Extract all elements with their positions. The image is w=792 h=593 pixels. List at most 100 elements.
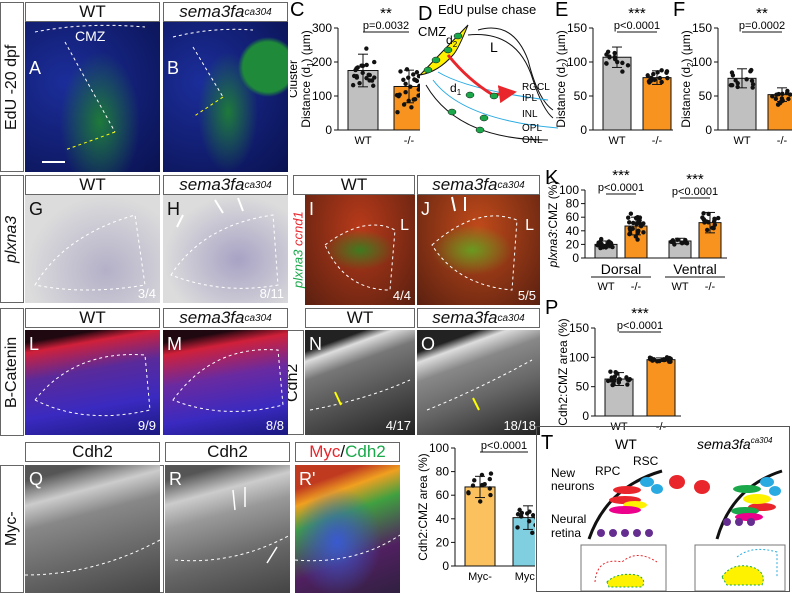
- image-h: H 8/11: [163, 195, 288, 303]
- panel-letter: T: [541, 432, 553, 454]
- data-point: [367, 78, 372, 83]
- allele: ca304: [497, 179, 525, 191]
- data-point: [364, 46, 369, 51]
- allele: ca304: [244, 312, 272, 324]
- data-point: [615, 59, 620, 65]
- chart-f: F 0 50 100 150 WT -/- p=0.0002** Distance (d2) (…: [673, 0, 792, 147]
- y-tick-label: 100: [429, 441, 449, 455]
- chart-e: E 0 50 100 150 WT -/- p<0.0001*** Distance (d2) …: [555, 0, 673, 147]
- data-point: [628, 211, 634, 216]
- layer-labels: RGCL IPL INL OPL ONL: [522, 82, 550, 146]
- data-point: [664, 70, 669, 75]
- data-point: [350, 82, 356, 88]
- data-point: [649, 75, 654, 81]
- data-point: [774, 92, 779, 97]
- data-point: [478, 499, 483, 504]
- y-tick-label: 60: [566, 210, 580, 224]
- dashed-outline: [170, 197, 279, 289]
- panel-letter: N: [309, 334, 322, 354]
- data-point: [409, 105, 414, 110]
- x-tick-label: WT: [733, 135, 750, 147]
- data-point: [366, 72, 371, 78]
- header-cdh2-r: Cdh2: [165, 442, 290, 462]
- data-point: [372, 59, 377, 65]
- data-point: [612, 50, 617, 56]
- layer-opl: OPL: [522, 123, 542, 134]
- data-point: [780, 91, 785, 97]
- panel-letter: K: [545, 168, 559, 189]
- panel-letter: D: [418, 3, 432, 25]
- y-tick-label: 0: [442, 559, 449, 573]
- data-point: [417, 83, 420, 89]
- y-tick-label: 100: [567, 55, 587, 69]
- data-point: [598, 239, 603, 244]
- data-point: [636, 228, 641, 234]
- group-label: Ventral: [673, 261, 717, 277]
- allele: ca304: [244, 6, 272, 18]
- dashed-outline: [25, 539, 160, 576]
- data-point: [482, 482, 487, 487]
- dashed-outline: [34, 354, 151, 417]
- data-point: [735, 84, 740, 90]
- header-cdh2-q: Cdh2: [25, 442, 160, 462]
- data-point: [406, 75, 411, 80]
- data-point: [472, 478, 477, 483]
- data-point: [610, 382, 615, 388]
- data-point: [784, 90, 790, 96]
- data-point: [669, 239, 674, 245]
- data-point: [750, 82, 756, 87]
- x-tick-label: WT: [671, 281, 688, 293]
- data-point: [412, 77, 417, 82]
- y-tick-label: 50: [576, 380, 590, 394]
- data-point: [412, 96, 418, 102]
- data-point: [395, 109, 400, 115]
- data-point: [517, 507, 522, 513]
- data-point: [519, 514, 524, 519]
- data-point: [533, 522, 535, 528]
- count: 18/18: [503, 418, 536, 433]
- p-value: p<0.0001: [614, 20, 660, 32]
- data-point: [488, 492, 493, 498]
- data-point: [633, 215, 639, 221]
- diagram-d: D EdU pulse chase L CMZ d2 d1 RGCL IPL I…: [418, 2, 558, 146]
- data-point: [403, 90, 408, 95]
- diagram-title: EdU pulse chase: [438, 2, 536, 17]
- data-point: [730, 73, 736, 78]
- data-point: [786, 96, 791, 102]
- y-tick-label: 80: [436, 465, 450, 479]
- wt-label: WT: [615, 436, 637, 452]
- data-point: [515, 512, 521, 517]
- header-mut-j: sema3fa ca304: [417, 175, 540, 195]
- data-point: [704, 227, 710, 233]
- rpc-label: RPC: [595, 464, 621, 478]
- image-r-prime: R': [295, 465, 400, 593]
- panel-letter: O: [421, 334, 436, 354]
- data-point: [625, 382, 630, 387]
- panel-letter: A: [29, 58, 42, 78]
- y-tick-label: 150: [567, 21, 587, 35]
- bar: [464, 486, 496, 567]
- data-point: [652, 77, 657, 83]
- data-point: [613, 369, 618, 375]
- data-point: [627, 220, 632, 225]
- x-tick-label: WT: [610, 421, 627, 433]
- count: 9/9: [137, 418, 156, 433]
- y-tick-label: 150: [569, 321, 589, 335]
- panel-letter: G: [29, 199, 44, 219]
- allele: ca304: [244, 179, 272, 191]
- dashed-outline: [431, 196, 518, 291]
- x-tick-label: WT: [597, 281, 614, 293]
- y-tick-label: 0: [572, 251, 579, 265]
- y-axis-label: Distance (d1) (µm): [299, 30, 315, 127]
- x-tick-label: Myc+: [515, 571, 535, 583]
- x-tick-label: WT: [608, 135, 625, 147]
- y-tick-label: 100: [312, 89, 332, 103]
- image-a: A CMZ: [25, 22, 160, 172]
- header-mut-m: sema3fa ca304: [163, 308, 288, 328]
- y-tick-label: 300: [312, 21, 332, 35]
- data-point: [416, 73, 420, 79]
- genotype: sema3fa: [179, 2, 245, 21]
- data-point: [360, 70, 365, 76]
- data-point: [651, 71, 656, 77]
